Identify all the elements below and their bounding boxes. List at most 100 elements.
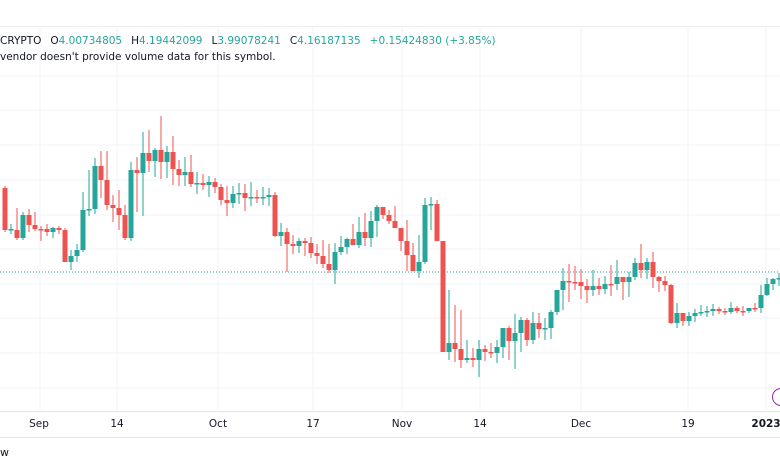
time-axis[interactable]: Sep 14 Oct 17 Nov 14 Dec 19 2023 (0, 411, 780, 438)
candle-down (398, 228, 404, 251)
candle-up (686, 312, 692, 326)
open-value: O4.00734805 (50, 35, 123, 47)
candle-up (152, 148, 158, 177)
candle-up (236, 183, 242, 204)
candle-up (692, 309, 698, 322)
candle-down (134, 157, 140, 212)
candle-down (320, 240, 326, 268)
candle-down (44, 224, 50, 236)
candle-up (416, 235, 422, 278)
candle-down (116, 190, 122, 230)
candle-down (572, 266, 578, 290)
candle-down (386, 210, 392, 224)
candle-down (218, 184, 224, 205)
candle-up (74, 244, 80, 262)
candle-down (536, 313, 542, 338)
candle-down (434, 200, 440, 241)
time-axis-tick: 19 (681, 418, 695, 430)
candle-up (464, 340, 470, 363)
candle-up (8, 224, 14, 234)
candle-down (488, 343, 494, 358)
candle-down (224, 186, 230, 216)
candle-down (392, 206, 398, 228)
candle-up (746, 308, 752, 313)
candle-up (602, 276, 608, 294)
candle-up (560, 268, 566, 310)
candle-up (512, 314, 518, 369)
change-value: +0.15424830 (+3.85%) (369, 35, 496, 47)
candle-down (734, 306, 740, 313)
candle-down (740, 306, 746, 316)
candle-down (440, 241, 446, 352)
candle-up (428, 197, 434, 230)
candle-down (482, 345, 488, 361)
candle-up (554, 290, 560, 315)
candle-down (662, 276, 668, 291)
candle-down (38, 226, 44, 241)
candle-down (584, 279, 590, 303)
chart-pane[interactable] (0, 26, 780, 412)
time-axis-tick: 14 (110, 418, 124, 430)
candle-up (590, 270, 596, 296)
candle-up (296, 238, 302, 253)
time-axis-tick: Dec (570, 418, 592, 430)
candle-up (140, 132, 146, 216)
candle-up (344, 238, 350, 254)
candle-down (410, 243, 416, 271)
candle-down (524, 318, 530, 346)
candle-down (302, 238, 308, 256)
candle-down (362, 213, 368, 246)
candle-down (122, 205, 128, 240)
candle-down (404, 220, 410, 271)
candle-up (548, 310, 554, 339)
tradingview-brand[interactable]: w (0, 446, 9, 459)
candle-up (770, 278, 776, 290)
candle-up (128, 162, 134, 241)
candle-up (500, 328, 506, 358)
candle-down (188, 155, 194, 187)
candle-up (68, 250, 74, 270)
candle-down (200, 174, 206, 190)
candle-down (284, 228, 290, 272)
candle-down (668, 284, 674, 324)
candle-up (446, 290, 452, 360)
candle-up (476, 340, 482, 377)
candle-up (614, 260, 620, 290)
candle-down (104, 151, 110, 210)
candle-down (350, 224, 356, 245)
candle-up (338, 236, 344, 255)
symbol-label[interactable]: CRYPTO (0, 35, 42, 47)
candle-down (506, 326, 512, 360)
candle-up (626, 272, 632, 297)
candle-down (308, 237, 314, 258)
candle-down (56, 226, 62, 234)
candle-up (194, 172, 200, 194)
time-axis-tick: Sep (29, 418, 49, 430)
time-axis-tick: 17 (306, 418, 320, 430)
candle-down (254, 190, 260, 203)
low-value: L3.99078241 (211, 35, 281, 47)
candle-down (326, 244, 332, 273)
candle-down (272, 192, 278, 237)
candle-down (470, 348, 476, 367)
volume-message: vendor doesn't provide volume data for t… (0, 51, 276, 63)
candle-down (716, 307, 722, 314)
candle-down (452, 305, 458, 362)
candle-up (230, 186, 236, 208)
candle-up (368, 211, 374, 247)
candle-down (608, 265, 614, 296)
time-axis-tick: Oct (208, 418, 228, 430)
candle-up (710, 304, 716, 316)
candle-up (80, 192, 86, 252)
time-axis-tick: 14 (473, 418, 487, 430)
candle-up (164, 146, 170, 178)
candle-down (620, 277, 626, 300)
candle-up (776, 273, 780, 286)
candle-up (206, 176, 212, 197)
candle-down (650, 252, 656, 288)
candle-up (20, 212, 26, 240)
candle-up (674, 303, 680, 328)
candle-up (356, 217, 362, 248)
high-value: H4.19442099 (131, 35, 203, 47)
